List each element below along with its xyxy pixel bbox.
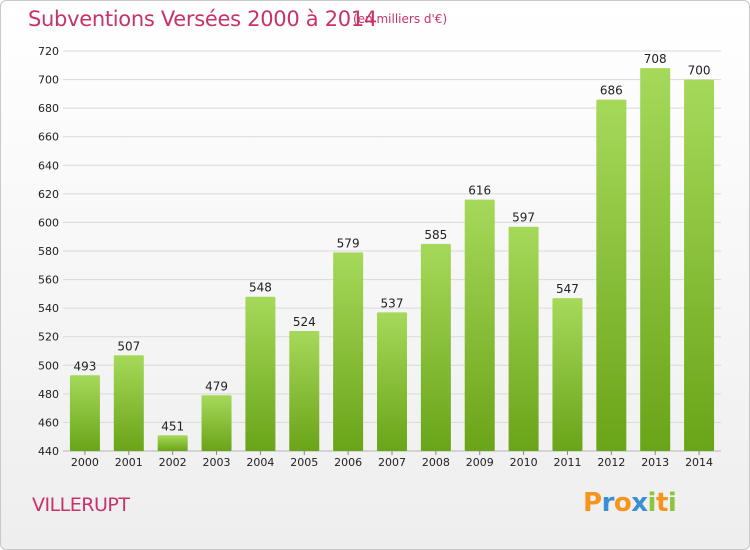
bar [640,68,671,452]
bar-value-label: 547 [556,282,579,296]
y-tick-label: 560 [38,274,59,287]
x-tick-label: 2009 [466,456,494,469]
y-tick-label: 680 [38,102,59,115]
bar [684,79,715,452]
bar [69,375,100,451]
x-tick-label: 2008 [422,456,450,469]
logo-letter: P [583,488,602,518]
x-tick-label: 2014 [685,456,713,469]
bar [508,226,539,451]
logo-letter: o [613,488,632,518]
x-tick-label: 2012 [597,456,625,469]
bar-value-label: 616 [468,184,491,198]
bar-value-label: 451 [161,419,184,433]
bar [245,296,276,451]
bar-value-label: 686 [600,84,623,98]
bar [333,252,364,451]
bar [157,435,188,451]
y-tick-label: 600 [38,216,59,229]
proxiti-logo[interactable]: Proxiti [583,488,677,518]
x-tick-label: 2011 [553,456,581,469]
y-tick-label: 480 [38,388,59,401]
y-tick-label: 700 [38,74,59,87]
bar [201,395,232,451]
bar-value-label: 507 [117,339,140,353]
logo-letter: x [631,488,648,518]
y-tick-label: 460 [38,416,59,429]
x-tick-label: 2000 [71,456,99,469]
bar [420,243,451,451]
bar [113,355,144,451]
x-tick-label: 2002 [159,456,187,469]
bar-value-label: 493 [73,359,96,373]
logo-letter: t [655,488,668,518]
y-tick-label: 720 [38,45,59,58]
bar-value-label: 579 [337,236,360,250]
x-axis-ticks: 2000 2001 2002 2003 2004 2005 2006 2007 2008 2009… [71,451,713,469]
x-tick-label: 2006 [334,456,362,469]
bar [464,199,495,451]
x-tick-label: 2010 [510,456,538,469]
x-tick-label: 2013 [641,456,669,469]
chart-title: Subventions Versées 2000 à 2014 [28,7,377,31]
y-tick-label: 660 [38,131,59,144]
bar-value-label: 524 [293,315,316,329]
y-tick-label: 520 [38,331,59,344]
city-name: VILLERUPT [32,494,130,516]
bar-value-label: 585 [424,228,447,242]
bar-value-label: 537 [381,296,404,310]
bar-value-label: 597 [512,211,535,225]
logo-letter: i [647,488,657,518]
bar-value-label: 548 [249,281,272,295]
x-tick-label: 2005 [290,456,318,469]
bar-value-label: 708 [644,52,667,66]
x-tick-label: 2004 [246,456,274,469]
bar [377,312,407,451]
x-tick-label: 2007 [378,456,406,469]
logo-letter: i [667,488,677,518]
data-labels: 493 507 451 479 548 524 579 537 585 616 597 547 686 7… [73,52,710,433]
x-tick-label: 2001 [115,456,143,469]
y-axis-ticks: 440 460 480 500 520 540 560 580 600 620 640 660 680 7… [38,45,59,458]
bar [552,298,583,451]
x-tick-label: 2003 [203,456,231,469]
bar [289,331,320,451]
bar-value-label: 479 [205,379,228,393]
bars [69,68,715,452]
y-tick-label: 640 [38,159,59,172]
bar-value-label: 700 [688,64,711,78]
logo-letter: r [601,488,615,518]
chart-unit: (en milliers d'€) [353,12,448,26]
y-tick-label: 440 [38,445,59,458]
y-tick-label: 540 [38,302,59,315]
y-tick-label: 500 [38,359,59,372]
bar [596,99,627,452]
y-tick-label: 620 [38,188,59,201]
y-tick-label: 580 [38,245,59,258]
